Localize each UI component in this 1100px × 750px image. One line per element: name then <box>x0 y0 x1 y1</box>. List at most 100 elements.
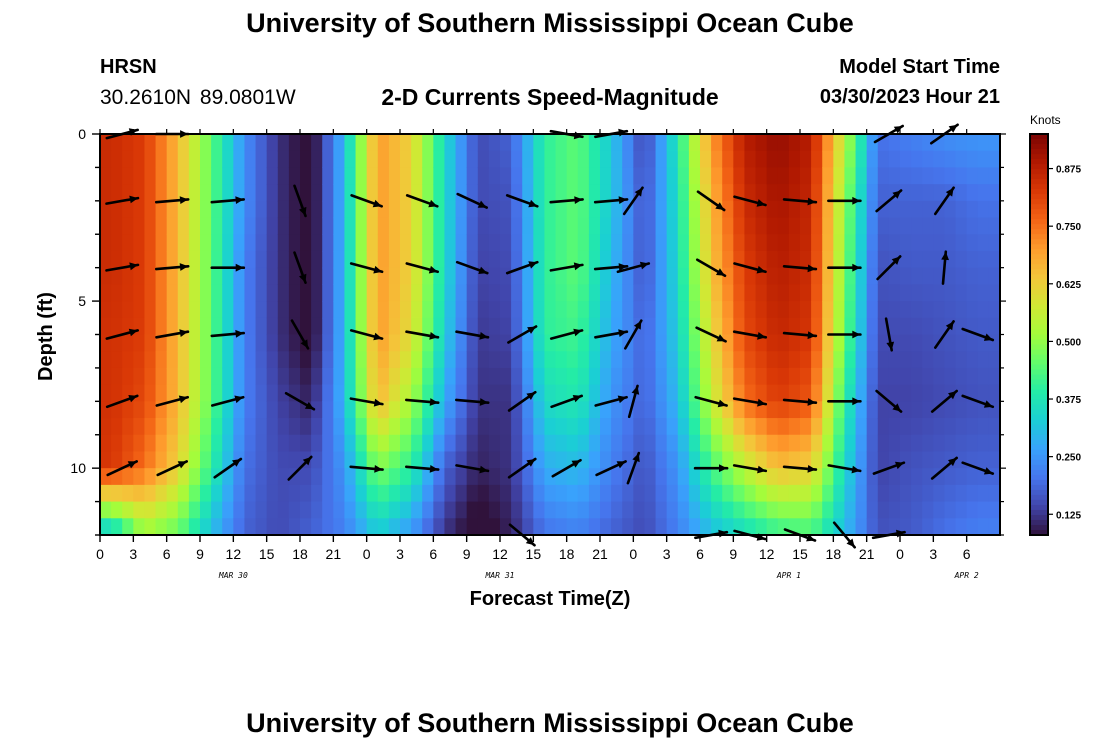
heatmap-cell <box>655 384 668 402</box>
heatmap-cell <box>288 150 301 169</box>
heatmap-cell <box>833 234 846 252</box>
heatmap-cell <box>444 167 457 185</box>
heatmap-cell <box>677 267 690 285</box>
heatmap-cell <box>555 468 568 486</box>
heatmap-cell <box>455 351 468 369</box>
heatmap-cell <box>755 351 768 369</box>
heatmap-cell <box>688 334 701 352</box>
heatmap-cell <box>488 351 501 369</box>
heatmap-cell <box>822 418 834 436</box>
heatmap-cell <box>488 418 501 436</box>
heatmap-cell <box>711 134 723 152</box>
heatmap-cell <box>722 317 734 336</box>
heatmap-cell <box>100 317 112 336</box>
x-tick-label: 9 <box>196 546 204 562</box>
heatmap-cell <box>888 267 901 285</box>
heatmap-cell <box>433 167 446 185</box>
heatmap-cell <box>677 150 690 169</box>
heatmap-cell <box>344 351 357 369</box>
heatmap-cell <box>977 434 990 453</box>
heatmap-cell <box>822 234 834 252</box>
heatmap-cell <box>266 501 279 519</box>
heatmap-cell <box>722 468 734 486</box>
x-tick-label: 18 <box>826 546 842 562</box>
heatmap-cell <box>355 250 368 269</box>
heatmap-cell <box>500 184 512 202</box>
heatmap-cell <box>566 184 579 202</box>
heatmap-cell <box>500 150 512 169</box>
colorbar-swatch <box>1030 134 1048 140</box>
current-arrow <box>405 262 440 274</box>
x-tick-label: 21 <box>859 546 875 562</box>
heatmap-cell <box>377 384 390 402</box>
heatmap-cell <box>755 184 768 202</box>
heatmap-cell <box>188 134 201 152</box>
heatmap-cell <box>922 200 934 219</box>
heatmap-cell <box>966 367 979 386</box>
heatmap-cell <box>844 351 857 369</box>
heatmap-cell <box>122 284 134 302</box>
colorbar-swatch <box>1030 279 1048 285</box>
heatmap-cell <box>844 317 857 336</box>
heatmap-cell <box>288 434 301 453</box>
heatmap-cell <box>277 518 290 536</box>
current-arrow <box>349 329 384 341</box>
heatmap-cell <box>477 434 490 453</box>
heatmap-cell <box>366 384 379 402</box>
heatmap-cell <box>766 284 779 302</box>
heatmap-cell <box>355 484 368 503</box>
heatmap-cell <box>322 434 334 453</box>
heatmap-cell <box>855 468 868 486</box>
heatmap-cell <box>988 234 1001 252</box>
heatmap-cell <box>555 284 568 302</box>
heatmap-cell <box>800 134 812 152</box>
current-arrow <box>594 395 628 407</box>
heatmap-cell <box>911 200 923 219</box>
heatmap-cell <box>711 234 723 252</box>
heatmap-cell <box>500 217 512 235</box>
heatmap-cell <box>244 451 257 469</box>
heatmap-cell <box>866 384 879 402</box>
heatmap-cell <box>588 334 601 352</box>
heatmap-cell <box>833 150 846 169</box>
heatmap-cell <box>211 317 223 336</box>
heatmap-cell <box>122 451 134 469</box>
heatmap-cell <box>277 334 290 352</box>
heatmap-cell <box>444 250 457 269</box>
heatmap-cell <box>666 200 679 219</box>
heatmap-cell <box>666 284 679 302</box>
heatmap-cell <box>900 501 912 519</box>
heatmap-cell <box>622 301 634 319</box>
heatmap-cell <box>666 468 679 486</box>
current-arrow <box>549 196 584 204</box>
current-arrow <box>732 464 768 474</box>
heatmap-cell <box>744 317 757 336</box>
heatmap-cell <box>522 451 534 469</box>
heatmap-cell <box>144 518 157 536</box>
heatmap-cell <box>488 217 501 235</box>
heatmap-cell <box>166 401 179 419</box>
colorbar-swatch <box>1030 229 1048 235</box>
heatmap-cell <box>866 468 879 486</box>
heatmap-cell <box>788 334 801 352</box>
heatmap-cell <box>866 234 879 252</box>
x-tick-label: 6 <box>963 546 971 562</box>
heatmap-cell <box>555 434 568 453</box>
heatmap-cell <box>744 334 757 352</box>
heatmap-cell <box>188 167 201 185</box>
heatmap-cell <box>544 518 557 536</box>
heatmap-cell <box>711 351 723 369</box>
colorbar-swatch <box>1030 239 1048 245</box>
heatmap-cell <box>555 167 568 185</box>
current-arrow-head <box>179 329 188 337</box>
heatmap-cell <box>133 501 146 519</box>
heatmap-cell <box>288 234 301 252</box>
heatmap-cell <box>600 518 612 536</box>
heatmap-cell <box>611 518 623 536</box>
heatmap-cell <box>766 518 779 536</box>
colorbar-swatch <box>1030 139 1048 145</box>
heatmap-cell <box>266 217 279 235</box>
heatmap-cell <box>444 451 457 469</box>
heatmap-cell <box>477 250 490 269</box>
heatmap-cell <box>600 284 612 302</box>
